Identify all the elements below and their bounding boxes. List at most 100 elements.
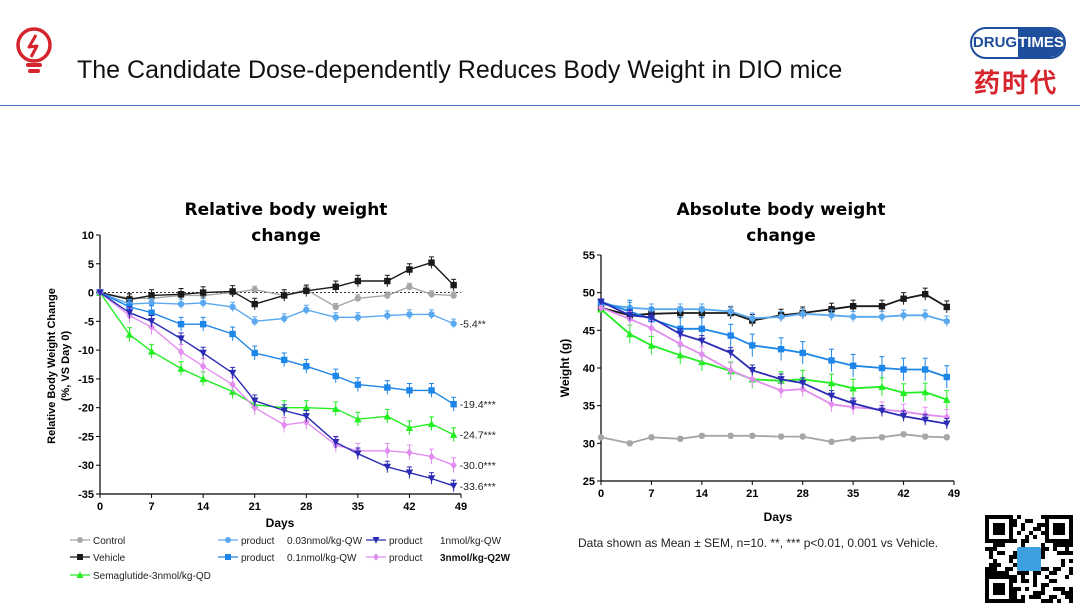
chart2-point-p1 (777, 376, 785, 384)
qr-module (1041, 551, 1045, 555)
annotation-p1: -33.6*** (460, 481, 496, 493)
chart2-point-sema (647, 341, 656, 349)
chart1-point-p003 (229, 303, 236, 311)
chart2-point-vehicle (849, 303, 857, 310)
chart1-point-p1 (228, 369, 237, 377)
chart1-point-p1 (354, 450, 362, 458)
qr-module (1069, 599, 1073, 603)
qr-module (1061, 559, 1065, 563)
qr-module (1009, 555, 1013, 559)
chart2-point-sema (878, 382, 886, 391)
qr-module (1025, 519, 1029, 523)
annotation-sema: -24.7*** (460, 430, 496, 442)
qr-module (1021, 539, 1025, 543)
qr-module (1041, 567, 1045, 571)
qr-module (1033, 571, 1037, 575)
drugtimes-logo: DRUG TIMES 药时代 (968, 25, 1071, 100)
chart1-point-vehicle (251, 300, 258, 308)
chart2-point-p003 (921, 312, 929, 319)
chart2-xtick-label: 49 (948, 488, 960, 500)
chart2-point-p1 (878, 407, 886, 415)
chart2-ytick-label: 55 (583, 250, 595, 262)
chart2-point-p3 (597, 303, 605, 312)
chart1-point-p003 (332, 314, 339, 321)
chart2-ytick-label: 25 (583, 476, 595, 488)
chart1-point-sema (125, 330, 134, 338)
chart2-point-p1 (698, 337, 706, 345)
chart1-point-vehicle (280, 292, 288, 299)
chart2-point-sema (626, 330, 634, 338)
chart1-point-sema (449, 430, 458, 438)
logo-text-cn: 药时代 (974, 68, 1059, 98)
chart2-point-vehicle (921, 290, 929, 298)
qr-module (1001, 551, 1005, 555)
qr-module (1037, 591, 1041, 595)
qr-module (1041, 587, 1045, 591)
chart1-point-p01 (354, 381, 362, 388)
chart2-xtick-label: 21 (746, 488, 758, 500)
chart1-point-p003 (199, 299, 207, 307)
chart1-ytick-label: -20 (78, 403, 94, 415)
chart2-point-p01 (828, 357, 835, 364)
chart2-ytick-label: 35 (583, 401, 595, 413)
qr-module (985, 567, 989, 571)
qr-module (1061, 551, 1065, 555)
qr-module (1053, 547, 1057, 551)
chart1-point-p01 (229, 330, 236, 338)
chart1-point-control (428, 291, 435, 298)
chart1-point-p1 (251, 397, 259, 405)
chart1-point-p1 (332, 439, 340, 447)
chart2-point-sema (899, 389, 908, 397)
chart2-point-p1 (899, 413, 908, 421)
qr-module (1013, 555, 1017, 559)
chart2-point-p01 (777, 345, 785, 353)
annotation-p01: -19.4*** (460, 399, 496, 411)
qr-module (1001, 543, 1005, 547)
chart1-point-sema (199, 375, 207, 383)
qr-module (1045, 547, 1049, 551)
chart2-point-sema (849, 384, 857, 392)
logo-text-right: TIMES (1018, 29, 1064, 57)
qr-module (997, 563, 1001, 567)
chart2-title-line1: Absolute body weight (676, 200, 886, 220)
chart2-xtick-label: 0 (598, 488, 604, 500)
qr-module (1069, 571, 1073, 575)
qr-module (1025, 579, 1029, 583)
qr-module (1045, 583, 1049, 587)
chart1-point-p1 (280, 407, 288, 415)
legend-marker-control (77, 537, 83, 543)
chart1-point-p01 (199, 321, 207, 328)
qr-module (1053, 567, 1057, 571)
qr-module (1041, 547, 1045, 551)
chart1-point-p003 (406, 311, 413, 318)
qr-module (1041, 583, 1045, 587)
legend-label-p1-dose: 1nmol/kg-QW (440, 536, 502, 547)
qr-modules (985, 515, 1073, 603)
chart1-point-p1 (125, 309, 134, 317)
chart1-point-p1 (96, 289, 104, 297)
chart2-point-sema (943, 395, 951, 403)
chart2-point-p3 (799, 384, 806, 394)
chart2-point-control (648, 434, 655, 441)
chart2-xtick-label: 7 (648, 488, 654, 500)
qr-module (1021, 579, 1025, 583)
qr-module (1069, 567, 1073, 571)
legend-label-control: Control (93, 536, 125, 547)
qr-module (1025, 587, 1029, 591)
qr-finder-core (993, 583, 1005, 595)
qr-module (989, 547, 993, 551)
qr-module (1037, 595, 1041, 599)
chart2-xtick-label: 28 (797, 488, 809, 500)
chart1-xtick-label: 35 (352, 501, 364, 513)
chart1-xtick-label: 49 (455, 501, 467, 513)
chart2-ytick-label: 30 (583, 438, 595, 450)
qr-module (997, 543, 1001, 547)
qr-module (997, 571, 1001, 575)
qr-module (1013, 563, 1017, 567)
legend-label-p3-dose: 3nmol/kg-Q2W (440, 553, 511, 564)
chart1-point-p01 (428, 387, 435, 394)
qr-module (1021, 599, 1025, 603)
chart2-plot: 55 50 45 40 35 30 250 7 14 21 28 35 42 49 (583, 250, 960, 500)
qr-module (985, 547, 989, 551)
chart1-point-vehicle (406, 266, 413, 273)
